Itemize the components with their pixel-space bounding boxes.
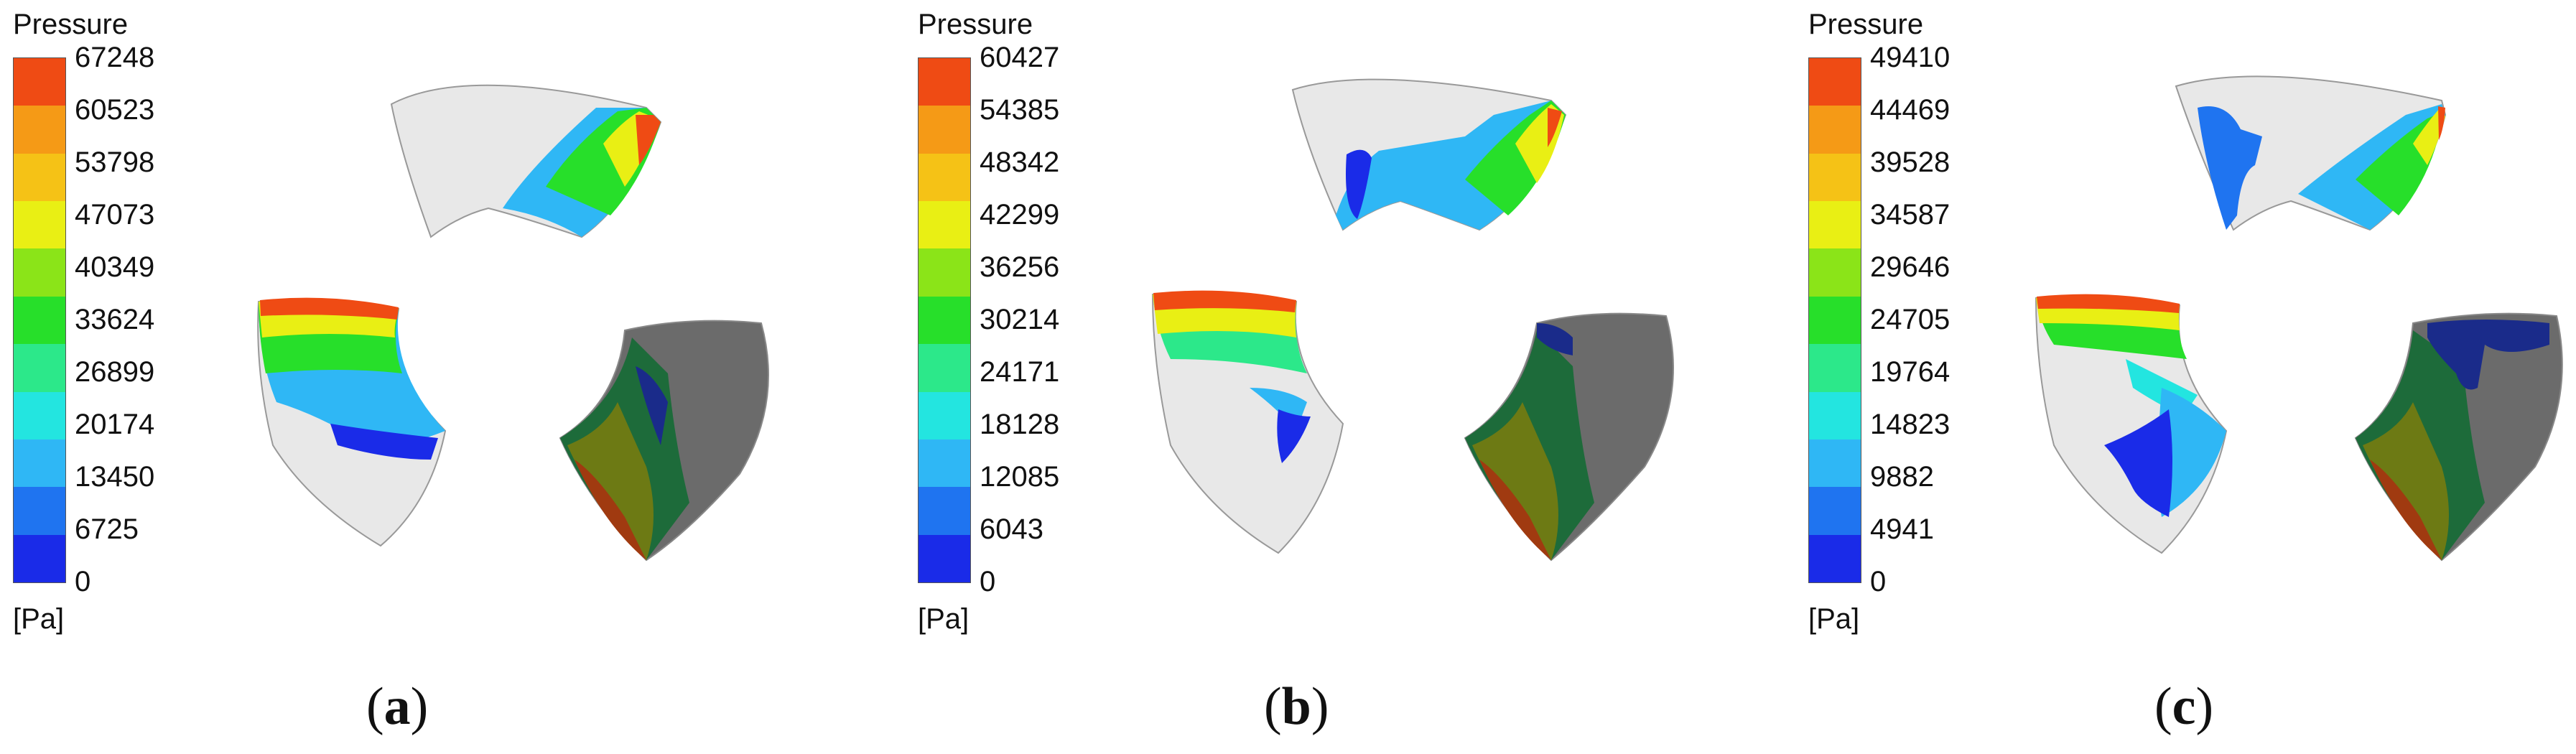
legend-tick-label: 36256 [980,251,1060,283]
panel-caption: (a) [366,676,428,737]
legend-tick-label: 53798 [75,146,155,178]
legend-unit: [Pa] [13,603,65,635]
legend-color-swatch [14,296,65,345]
legend-tick-label: 49410 [1870,42,1950,73]
legend-color-swatch [919,487,970,536]
caption-open-paren: ( [366,677,384,736]
legend-tick-label: 47073 [75,199,155,231]
legend-title: Pressure [1808,9,1924,40]
legend-tick-label: 29646 [1870,251,1950,283]
legend-color-swatch [14,534,65,583]
legend-color-swatch [1809,344,1861,393]
legend-color-swatch [14,248,65,297]
legend-color-swatch [1809,391,1861,440]
legend-color-swatch [14,201,65,249]
legend-tick-label: 14823 [1870,409,1950,440]
legend-color-swatch [1809,248,1861,297]
legend-color-swatch [1809,58,1861,106]
caption-letter: a [383,677,411,736]
legend-color-swatch [14,344,65,393]
legend-tick-label: 18128 [980,409,1060,440]
legend-tick-label: 6043 [980,513,1043,545]
legend-color-swatch [1809,106,1861,154]
legend-tick-label: 44469 [1870,94,1950,126]
legend-color-swatch [1809,487,1861,536]
legend-color-swatch [919,106,970,154]
legend-tick-label: 9882 [1870,461,1934,493]
impeller-pressure-contour [2035,75,2563,562]
legend-color-swatch [1809,201,1861,249]
caption-open-paren: ( [2154,677,2172,736]
legend-title: Pressure [13,9,129,40]
legend-tick-label: 19764 [1870,356,1950,388]
legend-color-swatch [14,153,65,202]
legend-unit: [Pa] [1808,603,1860,635]
legend-unit: [Pa] [918,603,970,635]
legend-color-swatch [919,296,970,345]
legend-color-swatch [919,58,970,106]
legend-tick-label: 13450 [75,461,155,493]
caption-letter: b [1281,677,1311,736]
legend-tick-label: 33624 [75,304,155,335]
legend-tick-label: 6725 [75,513,139,545]
legend-tick-label: 48342 [980,146,1060,178]
caption-close-paren: ) [410,677,429,736]
legend-color-swatch [1809,534,1861,583]
panel-a: Pressure 67248 60523 53798 47073 40349 33624 2… [0,0,858,754]
color-legend-bar [13,57,66,583]
legend-color-swatch [919,248,970,297]
legend-color-swatch [919,153,970,202]
panel-b: Pressure 60427 54385 48342 42299 36256 30214 2… [905,0,1763,754]
legend-title: Pressure [918,9,1033,40]
panel-caption: (b) [1264,676,1329,737]
impeller-pressure-contour [1151,78,1674,562]
impeller-pressure-contour [257,84,769,562]
legend-tick-label: 42299 [980,199,1060,231]
legend-tick-label: 67248 [75,42,155,73]
legend-color-swatch [919,534,970,583]
caption-open-paren: ( [1264,677,1282,736]
legend-color-swatch [919,391,970,440]
legend-tick-label: 30214 [980,304,1060,335]
color-legend-bar [918,57,971,583]
legend-tick-label: 24171 [980,356,1060,388]
caption-close-paren: ) [1311,677,1329,736]
legend-color-swatch [14,487,65,536]
panel-caption: (c) [2154,676,2213,737]
caption-letter: c [2172,677,2196,736]
legend-tick-label: 40349 [75,251,155,283]
legend-tick-label: 4941 [1870,513,1934,545]
legend-color-swatch [1809,153,1861,202]
legend-tick-label: 39528 [1870,146,1950,178]
legend-color-swatch [14,58,65,106]
legend-tick-label: 34587 [1870,199,1950,231]
legend-tick-label: 12085 [980,461,1060,493]
legend-tick-label: 0 [980,566,996,597]
legend-tick-label: 54385 [980,94,1060,126]
legend-tick-label: 24705 [1870,304,1950,335]
legend-color-swatch [14,391,65,440]
legend-tick-label: 60427 [980,42,1060,73]
caption-close-paren: ) [2195,677,2214,736]
legend-tick-label: 0 [75,566,91,597]
legend-tick-label: 0 [1870,566,1887,597]
panel-c: Pressure 49410 44469 39528 34587 29646 24705 1… [1795,0,2576,754]
legend-color-swatch [919,439,970,488]
legend-color-swatch [1809,296,1861,345]
legend-color-swatch [1809,439,1861,488]
legend-color-swatch [919,344,970,393]
legend-color-swatch [919,201,970,249]
legend-color-swatch [14,439,65,488]
legend-tick-label: 60523 [75,94,155,126]
color-legend-bar [1808,57,1861,583]
legend-color-swatch [14,106,65,154]
legend-tick-label: 20174 [75,409,155,440]
legend-tick-label: 26899 [75,356,155,388]
